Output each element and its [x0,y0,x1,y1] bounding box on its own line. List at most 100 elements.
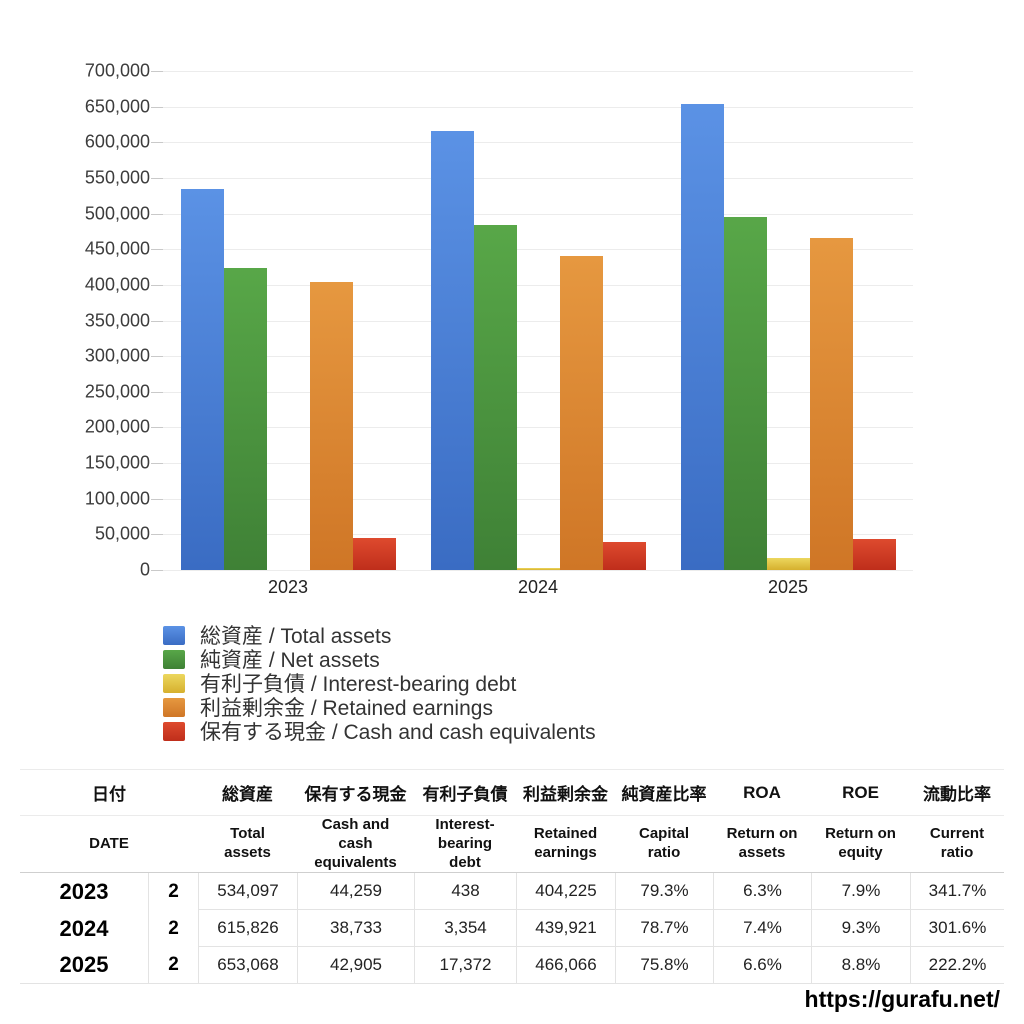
y-axis-tick [151,320,163,322]
year-cell: 2023 [59,878,109,904]
y-axis-tick-label: 600,000 [84,131,150,152]
bar-2023-series-3 [309,281,353,570]
bar-2025-series-1 [723,217,767,570]
value-cell: 7.4% [713,910,811,948]
y-axis-tick [151,570,163,571]
value-cell: 17,372 [414,947,516,985]
x-axis-label: 2025 [767,577,809,597]
value-cell: 75.8% [615,947,713,985]
site-url: https://gurafu.net/ [804,986,1000,1012]
y-axis-tick [151,71,163,72]
y-axis-tick-label: 200,000 [84,416,150,437]
y-axis-tick [151,213,163,215]
value-cell: 79.3% [615,873,713,911]
bar-2025-series-4 [852,539,896,570]
y-axis-tick-label: 550,000 [84,167,150,188]
y-axis-tick-label: 650,000 [84,96,150,117]
y-axis-tick-label: 0 [139,559,150,580]
month-cell: 2 [148,947,198,985]
year-cell: 2025 [20,947,148,985]
value-cell: 404,225 [516,873,615,911]
y-axis-tick [151,284,163,286]
table-row: 2024 2 615,826 38,733 3,354 439,921 78.7% 7.4% 9… [20,910,1004,948]
table-header-en-cell: Current ratio [910,816,1004,874]
value-cell: 341.7% [910,873,1004,911]
value-cell: 44,259 [297,873,414,911]
value-cell: 3,354 [414,910,516,948]
legend-color-swatch [163,673,185,693]
bar-2025-series-3 [809,237,853,570]
financial-data-table: 日付 総資産 保有する現金 有利子負債 利益剰余金 純資産比率 ROA ROE 流動比率 DATE… [20,769,1004,985]
gridline [163,142,913,144]
legend-color-swatch [163,625,185,645]
table-header-jp-cell: 純資産比率 [615,769,713,816]
month-cell: 2 [148,910,198,948]
value-cell: 534,097 [198,873,297,911]
value-cell: 222.2% [910,947,1004,985]
y-axis-tick [151,177,163,179]
table-header-en-cell: DATE [20,816,198,874]
chart-legend: 総資産 / Total assets 純資産 / Net assets 有利子負債 … [163,623,596,744]
y-axis-tick-label: 700,000 [84,60,150,81]
bar-2025-series-2 [766,557,810,570]
table-header-en-cell: Capital ratio [615,816,713,874]
table-header-jp-cell: 流動比率 [910,769,1004,816]
y-axis-tick [151,534,163,536]
y-axis-tick-label: 50,000 [94,523,150,544]
gridline [163,71,913,72]
value-cell: 7.9% [811,873,910,911]
table-header-en-cell: Total assets [198,816,297,874]
bar-2023-series-4 [352,538,396,570]
value-cell: 438 [414,873,516,911]
table-header-jp-cell: ROA [713,769,811,816]
legend-item-0: 総資産 / Total assets [163,623,596,648]
value-cell: 42,905 [297,947,414,985]
table-header-en-cell: Cash and cash equivalents [297,816,414,874]
value-cell: 615,826 [198,910,297,948]
y-axis-tick [151,498,163,500]
bar-2023-series-0 [180,189,224,570]
gridline [163,498,913,500]
legend-label: 利益剰余金 / Retained earnings [200,697,493,720]
y-axis-tick-label: 250,000 [84,381,150,402]
table-header-jp-row: 日付 総資産 保有する現金 有利子負債 利益剰余金 純資産比率 ROA ROE 流動比率 [20,769,1004,816]
value-cell: 8.8% [811,947,910,985]
gridline [163,320,913,322]
table-row: 2023 2 534,097 44,259 438 404,225 79.3% 6.3% 7.9… [20,873,1004,911]
legend-item-1: 純資産 / Net assets [163,647,596,672]
gridline [163,391,913,393]
y-axis-tick-label: 350,000 [84,310,150,330]
y-axis-tick [151,427,163,429]
value-cell: 78.7% [615,910,713,948]
bar-2024-series-0 [430,131,474,570]
legend-item-4: 保有する現金 / Cash and cash equivalents [163,719,596,744]
table-row: 2025 2 653,068 42,905 17,372 466,066 75.8% 6.6%… [20,947,1004,985]
table-header-en-cell: Return on assets [713,816,811,874]
legend-label: 有利子負債 / Interest-bearing debt [200,673,517,696]
table-header-jp-cell: 利益剰余金 [516,769,615,816]
month-cell: 2 [148,873,198,911]
table-header-jp-cell: 有利子負債 [414,769,516,816]
y-axis-tick [151,142,163,144]
value-cell: 439,921 [516,910,615,948]
gridline [163,463,913,465]
table-header-jp-cell: 総資産 [198,769,297,816]
legend-label: 保有する現金 / Cash and cash equivalents [200,721,596,744]
table-header-jp-cell: ROE [811,769,910,816]
value-cell: 301.6% [910,910,1004,948]
legend-item-2: 有利子負債 / Interest-bearing debt [163,671,596,696]
value-cell: 653,068 [198,947,297,985]
bar-2025-series-0 [680,104,724,570]
y-axis-tick-label: 300,000 [84,345,150,366]
y-axis-tick-label: 400,000 [84,274,150,295]
table-header-en-cell: Return on equity [811,816,910,874]
gridline [163,356,913,358]
gridline [163,177,913,179]
x-axis-label: 2024 [517,577,559,597]
y-axis-tick-label: 450,000 [84,238,150,259]
gridline [163,570,913,571]
y-axis-tick [151,106,163,108]
value-cell: 466,066 [516,947,615,985]
y-axis-tick [151,356,163,358]
